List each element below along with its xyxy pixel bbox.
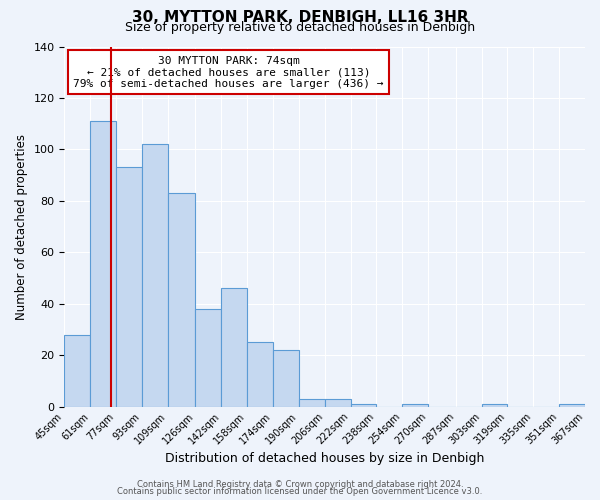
Bar [90, 121, 116, 406]
Bar [350, 404, 376, 406]
Bar [403, 404, 428, 406]
Text: 30 MYTTON PARK: 74sqm
← 21% of detached houses are smaller (113)
79% of semi-det: 30 MYTTON PARK: 74sqm ← 21% of detached … [73, 56, 383, 88]
Text: Contains HM Land Registry data © Crown copyright and database right 2024.: Contains HM Land Registry data © Crown c… [137, 480, 463, 489]
Bar [116, 168, 142, 406]
Bar [64, 334, 90, 406]
Bar [168, 193, 196, 406]
Bar [559, 404, 585, 406]
Text: Size of property relative to detached houses in Denbigh: Size of property relative to detached ho… [125, 21, 475, 34]
Text: 30, MYTTON PARK, DENBIGH, LL16 3HR: 30, MYTTON PARK, DENBIGH, LL16 3HR [131, 10, 469, 25]
Bar [142, 144, 168, 406]
Bar [482, 404, 508, 406]
Y-axis label: Number of detached properties: Number of detached properties [15, 134, 28, 320]
Bar [273, 350, 299, 406]
X-axis label: Distribution of detached houses by size in Denbigh: Distribution of detached houses by size … [165, 452, 484, 465]
Bar [325, 399, 350, 406]
Bar [196, 309, 221, 406]
Bar [299, 399, 325, 406]
Bar [221, 288, 247, 406]
Bar [247, 342, 273, 406]
Text: Contains public sector information licensed under the Open Government Licence v3: Contains public sector information licen… [118, 487, 482, 496]
